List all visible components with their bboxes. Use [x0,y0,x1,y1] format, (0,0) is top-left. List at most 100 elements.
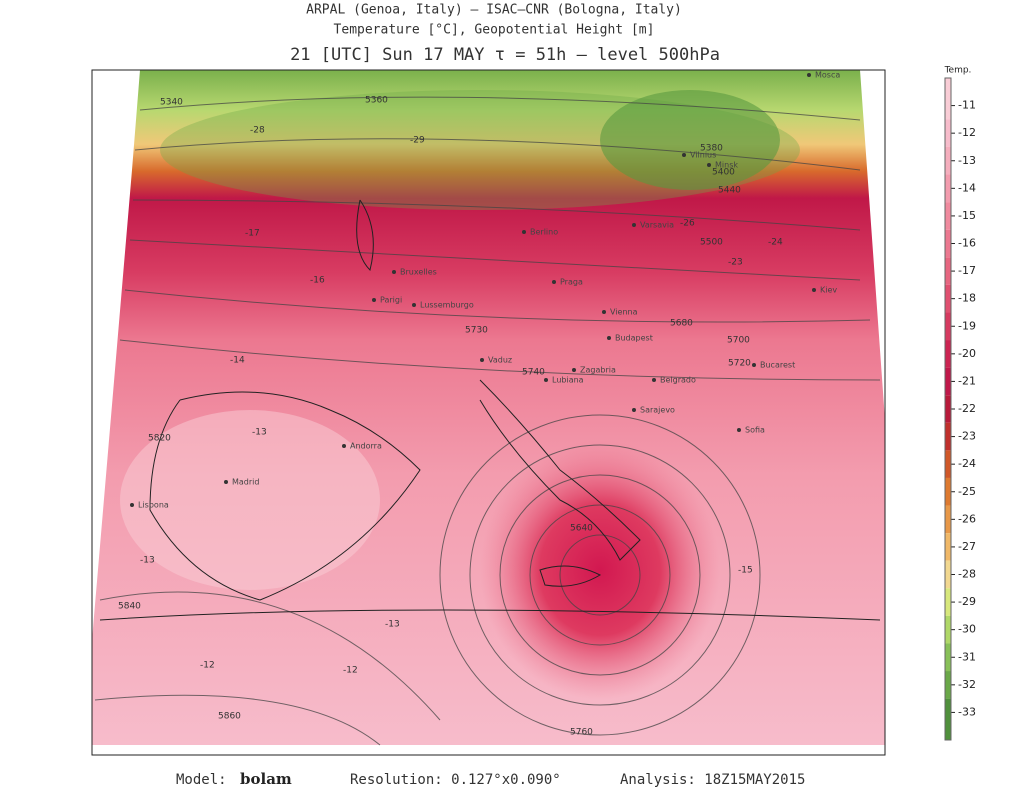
cold-core [600,90,780,190]
contour-label: 5440 [718,186,741,196]
contour-label: -15 [738,566,753,576]
colorbar-label: -24 [958,457,976,470]
colorbar-label: -22 [958,402,976,415]
colorbar-label: -33 [958,705,976,718]
colorbar-label: -26 [958,512,976,525]
city-marker [807,73,811,77]
city-marker [632,223,636,227]
colorbar-swatch [945,146,951,175]
city-marker [130,503,134,507]
colorbar-swatch [945,395,951,423]
footer-text: Analysis: 18Z15MAY2015 [620,772,805,788]
contour-label: -12 [200,661,215,671]
city-marker [572,368,576,372]
city-marker [812,288,816,292]
contour-label: -26 [680,219,695,229]
city-label: Madrid [232,478,259,487]
colorbar-label: -30 [958,623,976,636]
colorbar-label: -20 [958,347,976,360]
contour-label: 5720 [728,359,751,369]
contour-label: 5730 [465,326,488,336]
contour-label: 5840 [118,602,141,612]
city-label: Zagabria [580,366,616,375]
contour-label: -16 [310,276,325,286]
colorbar-swatch [945,312,951,341]
low-pressure [480,440,720,700]
city-marker [372,298,376,302]
colorbar-label: -14 [958,181,976,194]
city-label: Varsavia [640,221,674,230]
city-label: Sofia [745,426,765,435]
colorbar-swatch [945,643,951,672]
city-label: Kiev [820,286,837,295]
contour-label: -28 [250,126,265,136]
colorbar-swatch [945,229,951,258]
colorbar-swatch [945,174,951,203]
contour-label: -14 [230,356,245,366]
colorbar-label: -12 [958,126,976,139]
colorbar-swatch [945,477,951,506]
contour-label: 5340 [160,98,183,108]
city-marker [552,280,556,284]
city-label: Parigi [380,296,402,305]
colorbar-swatch [945,588,951,616]
contour-label: -29 [410,136,425,146]
contour-label: -24 [768,238,783,248]
colorbar-label: -13 [958,154,976,167]
colorbar-label: -29 [958,595,976,608]
colorbar-label: -27 [958,540,976,553]
city-label: Andorra [350,442,382,451]
colorbar-label: -15 [958,209,976,222]
city-marker [682,153,686,157]
city-marker [412,303,416,307]
city-label: Lubiana [552,376,584,385]
city-marker [707,163,711,167]
city-label: Vienna [610,308,638,317]
colorbar-label: -32 [958,678,976,691]
colorbar-swatch [945,505,951,534]
city-label: Belgrado [660,376,696,385]
city-label: Vaduz [488,356,512,365]
city-marker [737,428,741,432]
contour-label: -13 [252,428,267,438]
colorbar-title: Temp. [944,66,972,76]
colorbar-label: -18 [958,292,976,305]
city-label: Mosca [815,71,840,80]
colorbar-swatch [945,257,951,285]
city-label: Berlino [530,228,558,237]
city-marker [342,444,346,448]
colorbar-swatch [945,698,951,740]
colorbar-swatch [945,367,951,396]
city-marker [522,230,526,234]
city-marker [607,336,611,340]
contour-label: -12 [343,666,358,676]
contour-label: 5820 [148,434,171,444]
colorbar-swatch [945,78,951,120]
colorbar-swatch [945,422,951,451]
map-frame [91,69,886,756]
city-label: Vilnius [690,151,716,160]
city-marker [544,378,548,382]
colorbar-swatch [945,450,951,478]
warm-area [120,410,380,590]
coastlines [99,199,881,621]
contour-label: -17 [245,229,260,239]
contour-label: 5360 [365,96,388,106]
contour-label: -13 [385,620,400,630]
contour-label: -13 [140,556,155,566]
contour-label: 5680 [670,319,693,329]
footer-text: Model: [176,772,227,788]
colorbar-swatch [945,615,951,644]
colorbar-swatch [945,119,951,147]
city-marker [392,270,396,274]
contour-label: 5400 [712,168,735,178]
header-line: Temperature [°C], Geopotential Height [m… [334,23,655,38]
city-label: Bucarest [760,361,795,370]
contour-label: 5700 [727,336,750,346]
colorbar-label: -23 [958,430,976,443]
colorbar-label: -21 [958,374,976,387]
city-marker [632,408,636,412]
city-label: Praga [560,278,583,287]
city-marker [602,310,606,314]
city-label: Budapest [615,334,653,343]
